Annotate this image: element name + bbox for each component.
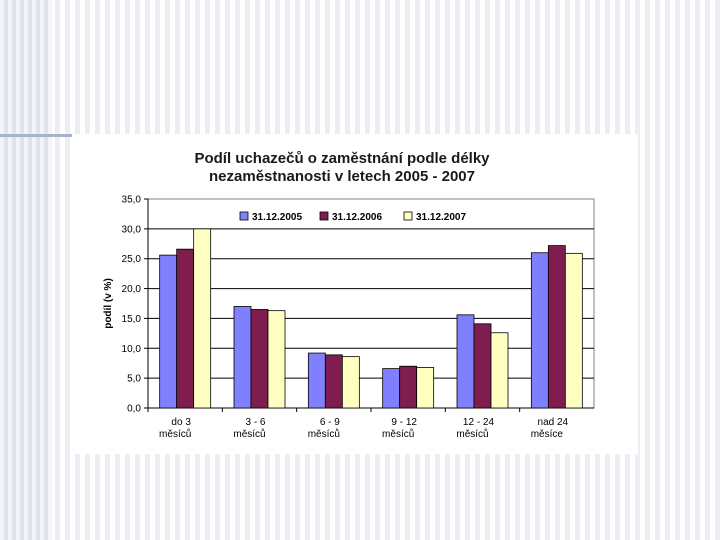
bar: [456, 314, 475, 409]
bar: [416, 366, 435, 409]
bar: [399, 365, 418, 409]
slide-accent-line: [0, 134, 72, 137]
category-label: měsíců: [233, 428, 265, 440]
y-tick-label: 10,0: [122, 344, 142, 355]
bar: [530, 252, 549, 409]
legend-label: 31.12.2006: [332, 212, 382, 223]
bar: [341, 356, 360, 409]
legend-label: 31.12.2007: [416, 212, 466, 223]
y-tick-label: 20,0: [122, 284, 142, 295]
category-label: 12 - 24: [463, 417, 495, 428]
bar: [307, 352, 326, 409]
category-label: 6 - 9: [320, 417, 340, 428]
bar: [473, 323, 492, 409]
bar: [564, 252, 583, 409]
bar: [547, 245, 566, 409]
bar: [267, 310, 286, 409]
category-label: měsíců: [456, 428, 488, 440]
category-label: 3 - 6: [245, 417, 265, 428]
category-label: nad 24: [538, 417, 569, 428]
category-label: měsíce: [531, 429, 564, 440]
bar: [159, 254, 178, 409]
category-label: měsíců: [308, 428, 340, 440]
chart-title-line-2: nezaměstnanosti v letech 2005 - 2007: [209, 168, 475, 185]
bar: [490, 332, 509, 409]
category-label: měsíců: [382, 428, 414, 440]
bar: [233, 306, 252, 409]
y-tick-label: 35,0: [122, 195, 142, 206]
bar: [324, 354, 343, 409]
y-tick-label: 30,0: [122, 224, 142, 235]
chart-title: Podíl uchazečů o zaměstnání podle délky …: [72, 150, 612, 186]
y-axis-label: podíl (v %): [103, 278, 114, 329]
y-tick-label: 25,0: [122, 254, 142, 265]
legend-swatch: [403, 211, 413, 221]
chart-title-line-1: Podíl uchazečů o zaměstnání podle délky: [194, 150, 490, 167]
bar: [382, 368, 401, 409]
legend-swatch: [239, 211, 249, 221]
category-label: do 3: [171, 417, 191, 428]
plot-area: [147, 198, 595, 409]
legend-swatch: [319, 211, 329, 221]
category-label: 9 - 12: [391, 417, 417, 428]
bar: [250, 309, 269, 409]
category-label: měsíců: [159, 428, 191, 440]
slide-left-band: [0, 0, 52, 540]
bar: [193, 228, 212, 409]
bar: [176, 248, 195, 409]
y-tick-label: 15,0: [122, 314, 142, 325]
y-tick-label: 0,0: [127, 404, 141, 415]
legend-label: 31.12.2005: [252, 212, 302, 223]
y-tick-label: 5,0: [127, 374, 141, 385]
